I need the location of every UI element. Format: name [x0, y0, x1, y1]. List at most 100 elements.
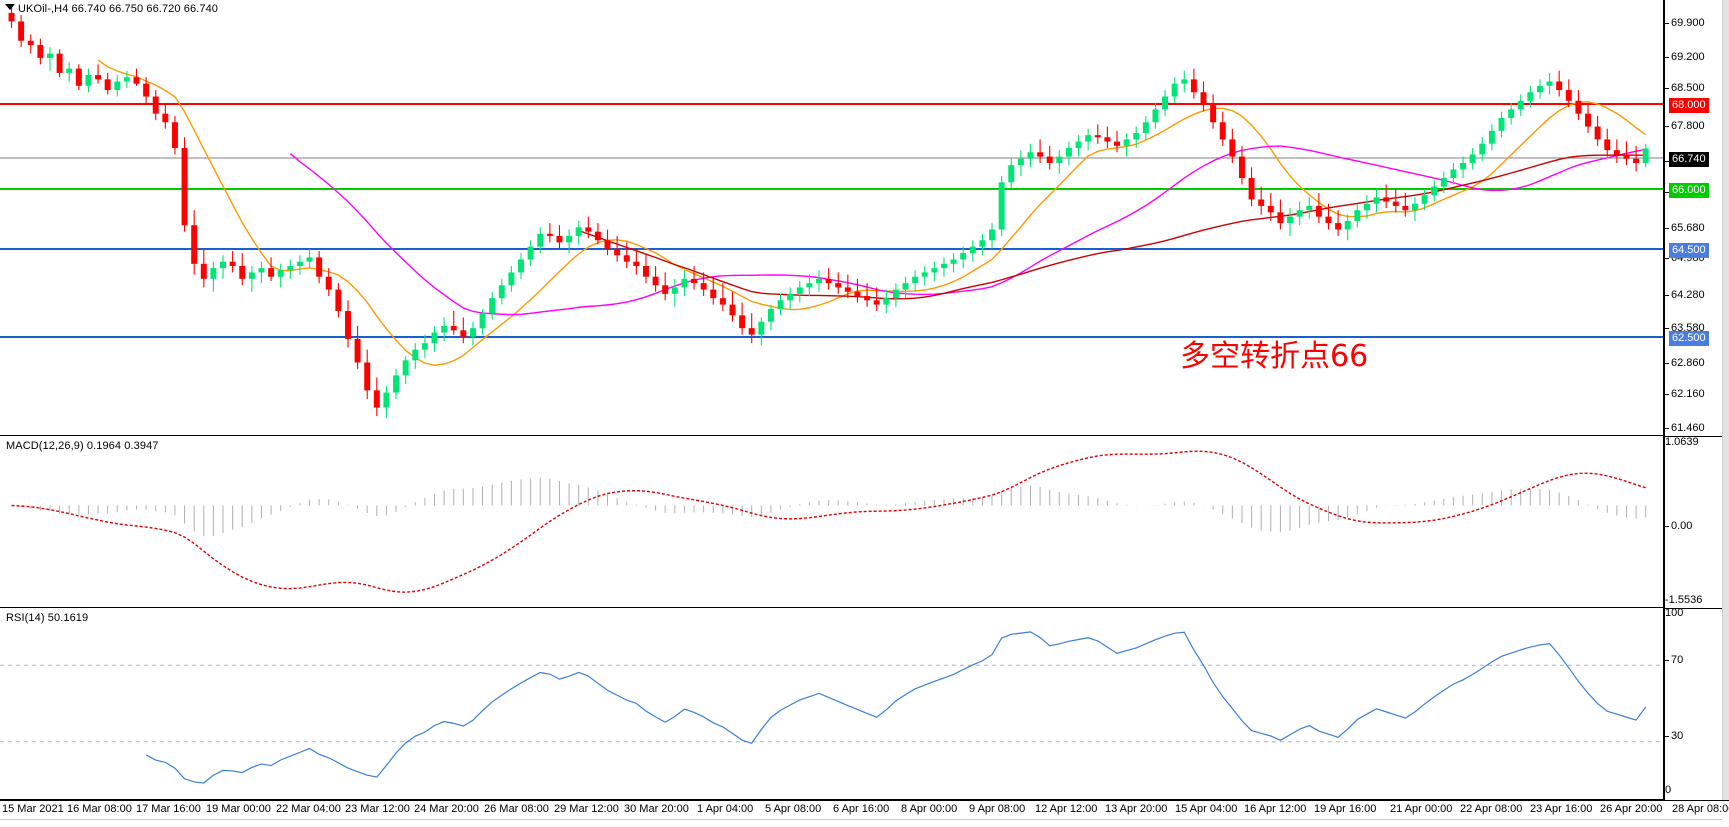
time-axis-label: 22 Apr 08:00 — [1460, 803, 1523, 815]
tick-label: 69.900 — [1671, 17, 1705, 29]
tick-label: 65.680 — [1671, 222, 1705, 234]
macd-pane-header: MACD(12,26,9) 0.1964 0.3947 — [6, 440, 159, 452]
price-scale[interactable]: 69.90069.20068.50067.80067.08066.38065.6… — [1664, 0, 1722, 800]
tick-label: 64.280 — [1671, 289, 1705, 301]
time-axis-label: 8 Apr 00:00 — [901, 803, 958, 815]
tick-dash — [1665, 526, 1669, 527]
tick-dash — [1665, 736, 1669, 737]
price-tick: 64.280 — [1665, 290, 1705, 301]
macd-pane[interactable] — [0, 436, 1664, 608]
price-pane-header: UKOil-,H4 66.740 66.750 66.720 66.740 — [18, 3, 219, 15]
tick-dash — [1665, 126, 1669, 127]
time-axis-label: 16 Apr 12:00 — [1244, 803, 1307, 815]
time-axis-label: 26 Apr 20:00 — [1600, 803, 1663, 815]
rsi-pane[interactable] — [0, 608, 1664, 800]
chart-annotation-text: 多空转折点66 — [1180, 339, 1369, 374]
rsi-line — [145, 631, 1647, 784]
macd-tick: 0.00 — [1665, 521, 1692, 532]
rsi-tick: 30 — [1665, 731, 1683, 742]
price-tick: 69.900 — [1665, 18, 1705, 29]
tick-label: 69.200 — [1671, 51, 1705, 63]
rsi-pane-header: RSI(14) 50.1619 — [6, 612, 89, 624]
tick-label: 100 — [1665, 607, 1684, 619]
tick-dash — [1665, 660, 1669, 661]
tick-label: 62.160 — [1671, 388, 1705, 400]
tick-dash — [1665, 228, 1669, 229]
tick-dash — [1665, 23, 1669, 24]
price-tick: 63.580 — [1665, 323, 1705, 334]
level-62500-tag[interactable]: 62.500 — [1669, 331, 1709, 346]
time-axis-label: 26 Mar 08:00 — [484, 803, 549, 815]
tick-label: 70 — [1671, 654, 1684, 666]
time-axis-label: 5 Apr 08:00 — [765, 803, 822, 815]
rsi-tick: 100 — [1665, 608, 1683, 619]
price-tick: 61.460 — [1665, 423, 1705, 434]
tick-dash — [1665, 428, 1669, 429]
caret-down-icon[interactable] — [5, 4, 15, 10]
price-tick: 62.160 — [1665, 389, 1705, 400]
time-axis-label: 15 Mar 2021 — [2, 803, 64, 815]
tick-dash — [1665, 258, 1669, 259]
tick-label: 62.860 — [1671, 357, 1705, 369]
tick-dash — [1665, 88, 1669, 89]
time-axis-label: 1 Apr 04:00 — [697, 803, 754, 815]
time-axis-label: 29 Mar 12:00 — [554, 803, 619, 815]
last-price-tag[interactable]: 66.740 — [1669, 152, 1709, 167]
rsi-tick: 0 — [1665, 785, 1671, 796]
tick-label: 30 — [1671, 730, 1684, 742]
support-66000-tag[interactable]: 66.000 — [1669, 183, 1709, 198]
time-axis-label: 24 Mar 20:00 — [414, 803, 479, 815]
time-axis-label: 6 Apr 16:00 — [833, 803, 890, 815]
time-axis-label: 15 Apr 04:00 — [1175, 803, 1238, 815]
price-pane[interactable] — [0, 0, 1664, 436]
tick-label: 67.800 — [1671, 120, 1705, 132]
time-axis-label: 13 Apr 20:00 — [1105, 803, 1168, 815]
rsi-tick: 70 — [1665, 655, 1683, 666]
scale-divider-2 — [1664, 608, 1722, 609]
vertical-scrollbar[interactable] — [1722, 0, 1729, 800]
time-axis-line — [0, 819, 1722, 820]
tick-label: -1.5536 — [1665, 594, 1703, 606]
time-axis[interactable]: 15 Mar 2021 16 Mar 08:00 17 Mar 16:00 19 Ma… — [0, 800, 1729, 827]
tick-label: 61.460 — [1671, 422, 1705, 434]
time-axis-label: 16 Mar 08:00 — [67, 803, 132, 815]
time-axis-label: 28 Apr 08:00 — [1672, 803, 1729, 815]
tick-label: 0.00 — [1671, 520, 1693, 532]
time-axis-label: 22 Mar 04:00 — [276, 803, 341, 815]
macd-tick: -1.5536 — [1665, 595, 1702, 606]
tick-label: 64.980 — [1671, 252, 1705, 264]
tick-label: 0 — [1665, 784, 1672, 796]
macd-chart-canvas[interactable] — [0, 436, 1663, 607]
rsi-chart-canvas[interactable] — [0, 608, 1663, 799]
scale-divider-1 — [1664, 436, 1722, 437]
macd-signal-line — [11, 450, 1646, 593]
time-axis-label: 19 Mar 00:00 — [206, 803, 271, 815]
macd-tick: 1.0639 — [1665, 437, 1699, 448]
price-tick: 67.800 — [1665, 121, 1705, 132]
price-tick: 64.980 — [1665, 253, 1705, 264]
tick-dash — [1665, 363, 1669, 364]
tick-dash — [1665, 161, 1669, 162]
tick-label: 1.0639 — [1665, 436, 1699, 448]
scrollbar-thumb[interactable] — [1723, 0, 1729, 800]
macd-histogram — [20, 477, 1647, 536]
tick-dash — [1665, 295, 1669, 296]
ma-red — [578, 154, 1646, 300]
resistance-68000-tag[interactable]: 68.000 — [1669, 98, 1709, 113]
price-tick: 65.680 — [1665, 223, 1705, 234]
price-tick: 69.200 — [1665, 52, 1705, 63]
ma-magenta — [289, 145, 1646, 316]
price-chart-canvas[interactable] — [0, 0, 1663, 435]
time-axis-label: 21 Apr 00:00 — [1390, 803, 1453, 815]
price-tick: 68.500 — [1665, 83, 1705, 94]
ma-orange — [97, 59, 1647, 367]
price-tick: 62.860 — [1665, 358, 1705, 369]
time-axis-label: 9 Apr 08:00 — [969, 803, 1026, 815]
tick-dash — [1665, 192, 1669, 193]
tick-dash — [1665, 328, 1669, 329]
tick-dash — [1665, 57, 1669, 58]
time-axis-label: 23 Apr 16:00 — [1530, 803, 1593, 815]
level-64500-tag[interactable]: 64.500 — [1669, 243, 1709, 258]
time-axis-label: 23 Mar 12:00 — [345, 803, 410, 815]
